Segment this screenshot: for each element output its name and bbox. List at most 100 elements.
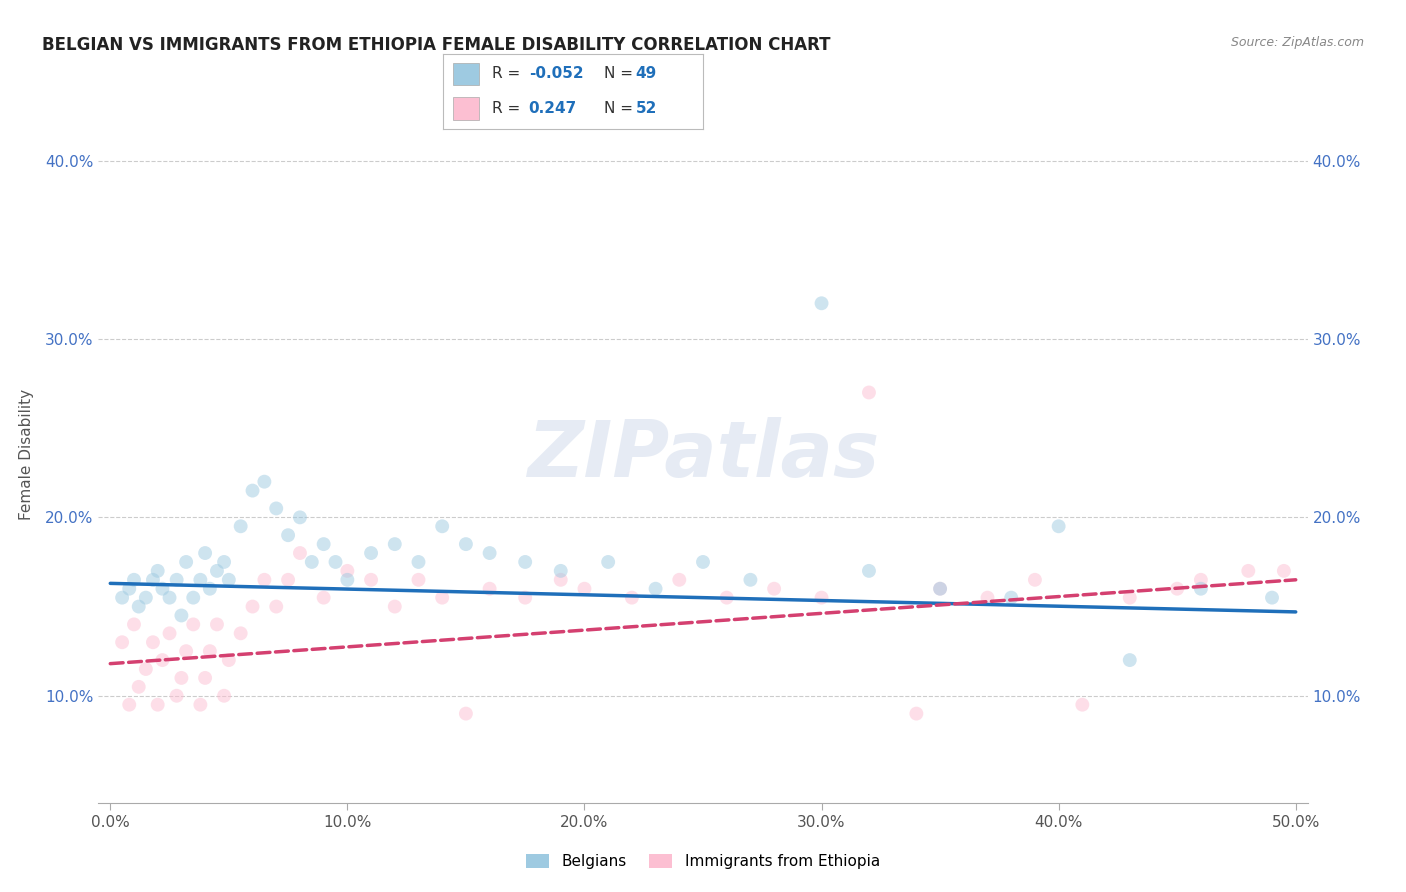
Point [128,599,150,614]
Point [692,555,714,569]
Point [128,680,150,694]
Point [929,582,952,596]
Point [118,698,141,712]
Point [478,546,501,560]
Point [166,573,188,587]
FancyBboxPatch shape [453,97,479,120]
Point [976,591,998,605]
Text: ZIPatlas: ZIPatlas [527,417,879,493]
Point [763,582,786,596]
Point [277,573,299,587]
Point [181,617,204,632]
Point [205,617,228,632]
Point [810,296,832,310]
Point [111,635,134,649]
Point [1166,582,1188,596]
Text: R =: R = [492,67,520,81]
Point [135,662,157,676]
Point [312,591,335,605]
Point [312,537,335,551]
Point [454,537,477,551]
Text: N =: N = [605,102,633,116]
Point [810,591,832,605]
Point [905,706,928,721]
Point [152,582,174,596]
Point [408,555,430,569]
Point [118,582,141,596]
Point [111,591,134,605]
Point [288,510,311,524]
Point [644,582,666,596]
Point [1047,519,1070,533]
Point [325,555,347,569]
Point [152,653,174,667]
Point [668,573,690,587]
Point [1237,564,1260,578]
Point [218,573,240,587]
Point [740,573,762,587]
Text: -0.052: -0.052 [529,67,583,81]
Point [212,555,235,569]
Point [264,599,287,614]
Point [122,573,145,587]
Point [515,555,537,569]
Point [301,555,323,569]
Point [1261,591,1284,605]
Point [360,546,382,560]
Point [170,671,193,685]
Point [858,564,880,578]
Point [174,555,197,569]
Point [170,608,193,623]
Legend: Belgians, Immigrants from Ethiopia: Belgians, Immigrants from Ethiopia [520,848,886,875]
Text: R =: R = [492,102,520,116]
Point [336,573,359,587]
Point [384,537,406,551]
Point [288,546,311,560]
Point [159,591,181,605]
Point [146,564,169,578]
Point [454,706,477,721]
Point [716,591,738,605]
Point [229,626,252,640]
Point [277,528,299,542]
Point [212,689,235,703]
Point [858,385,880,400]
Point [159,626,181,640]
Point [1119,653,1142,667]
Point [122,617,145,632]
Text: 49: 49 [636,67,657,81]
Point [198,644,221,658]
Point [1071,698,1094,712]
Point [1024,573,1046,587]
Point [205,564,228,578]
Point [242,599,264,614]
Point [146,698,169,712]
Y-axis label: Female Disability: Female Disability [18,389,34,521]
Text: Source: ZipAtlas.com: Source: ZipAtlas.com [1230,36,1364,49]
Text: 52: 52 [636,102,657,116]
Point [218,653,240,667]
Point [360,573,382,587]
Point [166,689,188,703]
Point [194,546,217,560]
Point [194,671,217,685]
Point [1189,582,1212,596]
Point [432,591,454,605]
Point [1000,591,1022,605]
Point [1272,564,1295,578]
Point [198,582,221,596]
Point [432,519,454,533]
Point [408,573,430,587]
Point [550,564,572,578]
Point [190,698,212,712]
Point [174,644,197,658]
Point [1189,573,1212,587]
Point [242,483,264,498]
Point [598,555,620,569]
Point [142,635,165,649]
Point [336,564,359,578]
Point [478,582,501,596]
Point [253,475,276,489]
Point [550,573,572,587]
Point [264,501,287,516]
